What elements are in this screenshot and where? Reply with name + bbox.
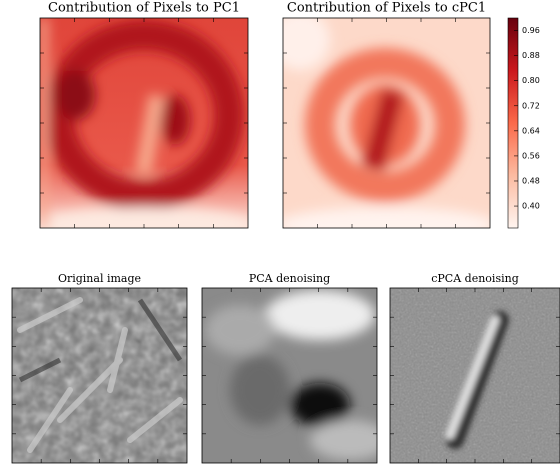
image-pca (202, 288, 377, 463)
image-original (12, 288, 187, 463)
heatmap-cpc1 (283, 18, 490, 228)
panel-title: Contribution of Pixels to cPC1 (287, 1, 486, 16)
panel-title: Contribution of Pixels to PC1 (48, 1, 240, 16)
colorbar-tick-label: 0.80 (522, 76, 540, 85)
colorbar-tick-label: 0.48 (522, 176, 540, 185)
colorbar (507, 17, 519, 229)
colorbar-tick-label: 0.72 (522, 101, 540, 110)
image-cpca (390, 288, 560, 463)
colorbar-tick-label: 0.96 (522, 26, 540, 35)
heatmap-pc1 (40, 18, 248, 228)
colorbar-tick-label: 0.88 (522, 51, 540, 60)
colorbar-tick-label: 0.40 (522, 202, 540, 211)
panel-title: cPCA denoising (431, 272, 518, 285)
colorbar-tick-label: 0.56 (522, 151, 540, 160)
colorbar-tick-label: 0.64 (522, 126, 540, 135)
panel-title: Original image (58, 272, 141, 285)
panel-title: PCA denoising (249, 272, 330, 285)
